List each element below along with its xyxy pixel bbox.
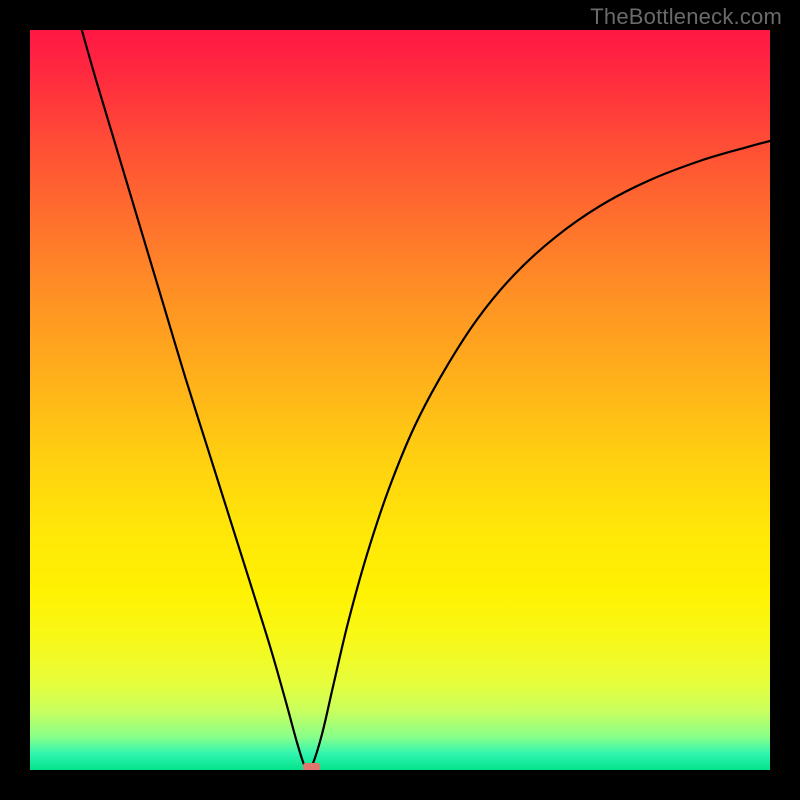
watermark-text: TheBottleneck.com [590, 4, 782, 30]
bottleneck-curve [30, 30, 770, 770]
plot-frame [30, 30, 770, 770]
optimum-marker [303, 763, 320, 770]
bottleneck-chart [30, 30, 770, 770]
